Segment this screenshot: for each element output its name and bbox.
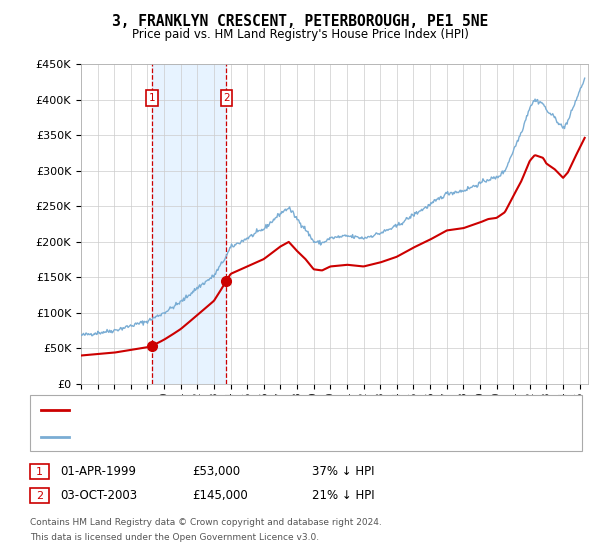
Text: Price paid vs. HM Land Registry's House Price Index (HPI): Price paid vs. HM Land Registry's House …: [131, 28, 469, 41]
Text: £145,000: £145,000: [192, 489, 248, 502]
Text: 3, FRANKLYN CRESCENT, PETERBOROUGH, PE1 5NE: 3, FRANKLYN CRESCENT, PETERBOROUGH, PE1 …: [112, 14, 488, 29]
Text: 3, FRANKLYN CRESCENT, PETERBOROUGH, PE1 5NE (detached house): 3, FRANKLYN CRESCENT, PETERBOROUGH, PE1 …: [73, 405, 455, 416]
Text: 2: 2: [223, 93, 230, 103]
Bar: [152, 64, 226, 384]
Text: 37% ↓ HPI: 37% ↓ HPI: [312, 465, 374, 478]
Text: This data is licensed under the Open Government Licence v3.0.: This data is licensed under the Open Gov…: [30, 533, 319, 542]
Text: 01-APR-1999: 01-APR-1999: [60, 465, 136, 478]
Text: £53,000: £53,000: [192, 465, 240, 478]
Text: 21% ↓ HPI: 21% ↓ HPI: [312, 489, 374, 502]
Text: Contains HM Land Registry data © Crown copyright and database right 2024.: Contains HM Land Registry data © Crown c…: [30, 518, 382, 527]
Text: 2: 2: [36, 491, 43, 501]
Text: 1: 1: [36, 466, 43, 477]
Text: 03-OCT-2003: 03-OCT-2003: [60, 489, 137, 502]
Text: 1: 1: [148, 93, 155, 103]
Text: HPI: Average price, detached house, City of Peterborough: HPI: Average price, detached house, City…: [73, 432, 389, 442]
